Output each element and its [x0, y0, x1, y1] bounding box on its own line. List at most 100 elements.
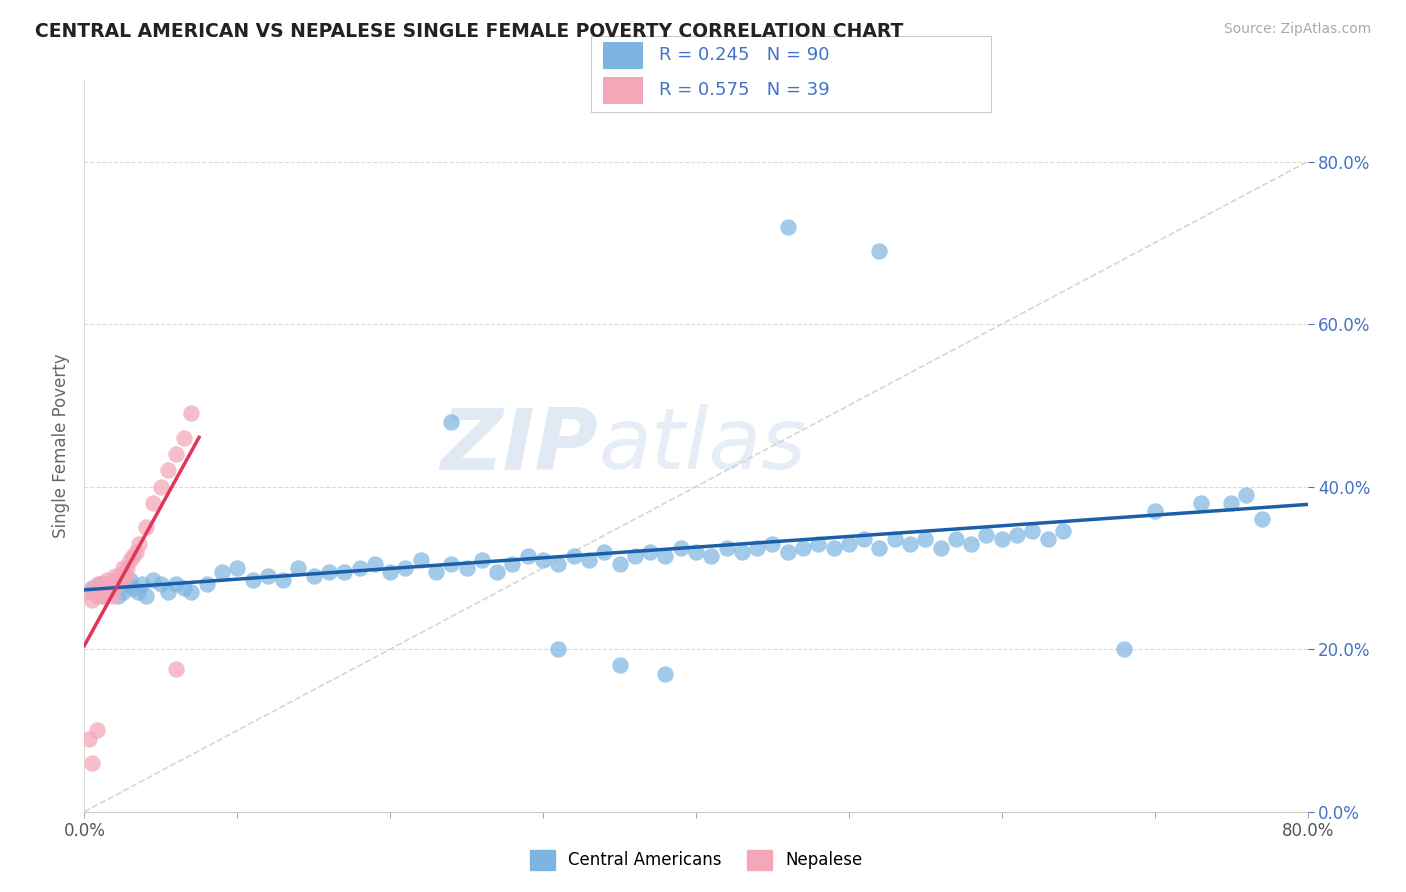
- Point: [380, 565, 402, 579]
- Point: [110, 573, 132, 587]
- Point: [318, 565, 340, 579]
- Point: [883, 533, 905, 547]
- Point: [127, 585, 149, 599]
- Point: [86, 723, 108, 738]
- Point: [1005, 528, 1028, 542]
- Point: [80, 581, 103, 595]
- Point: [226, 561, 249, 575]
- Point: [97, 581, 120, 595]
- Bar: [603, 77, 643, 104]
- Point: [624, 549, 647, 563]
- Point: [104, 569, 127, 583]
- Point: [89, 585, 111, 599]
- Point: [654, 666, 676, 681]
- Point: [302, 569, 325, 583]
- Point: [87, 577, 110, 591]
- Point: [976, 528, 998, 542]
- Point: [111, 561, 134, 575]
- Point: [91, 590, 114, 604]
- Point: [104, 577, 127, 591]
- Point: [486, 565, 509, 579]
- Point: [869, 541, 891, 555]
- Point: [173, 431, 195, 445]
- Point: [173, 581, 195, 595]
- Point: [731, 544, 754, 558]
- Point: [115, 561, 138, 575]
- Text: ZIP: ZIP: [440, 404, 598, 488]
- Point: [960, 536, 983, 550]
- Point: [1052, 524, 1074, 539]
- Point: [120, 573, 142, 587]
- Point: [425, 565, 447, 579]
- Point: [945, 533, 967, 547]
- Point: [107, 577, 129, 591]
- Point: [1114, 642, 1136, 657]
- Point: [929, 541, 952, 555]
- Point: [111, 585, 134, 599]
- Point: [157, 463, 180, 477]
- Point: [180, 585, 202, 599]
- Point: [838, 536, 860, 550]
- Point: [1036, 533, 1059, 547]
- Point: [142, 573, 165, 587]
- Point: [105, 573, 128, 587]
- Text: R = 0.575   N = 39: R = 0.575 N = 39: [658, 81, 830, 99]
- Point: [776, 544, 799, 558]
- Point: [120, 553, 142, 567]
- Point: [86, 590, 108, 604]
- Point: [287, 561, 309, 575]
- Point: [101, 581, 124, 595]
- Point: [90, 581, 112, 595]
- Point: [242, 573, 264, 587]
- Point: [77, 585, 100, 599]
- Point: [654, 549, 676, 563]
- Point: [440, 557, 463, 571]
- Point: [165, 577, 187, 591]
- Point: [1143, 504, 1166, 518]
- Point: [125, 544, 148, 558]
- Point: [195, 577, 218, 591]
- Point: [792, 541, 814, 555]
- Point: [747, 541, 769, 555]
- Point: [98, 585, 121, 599]
- Bar: [603, 42, 643, 69]
- Point: [257, 569, 280, 583]
- Point: [761, 536, 783, 550]
- Y-axis label: Single Female Poverty: Single Female Poverty: [52, 354, 70, 538]
- Point: [1250, 512, 1272, 526]
- Point: [96, 573, 118, 587]
- Point: [869, 244, 891, 258]
- Point: [547, 642, 569, 657]
- Point: [823, 541, 845, 555]
- Point: [609, 658, 631, 673]
- Point: [180, 407, 202, 421]
- Point: [898, 536, 921, 550]
- Point: [456, 561, 478, 575]
- Point: [108, 569, 131, 583]
- Point: [89, 577, 111, 591]
- Point: [394, 561, 416, 575]
- Point: [96, 585, 118, 599]
- Point: [991, 533, 1014, 547]
- Point: [80, 593, 103, 607]
- Point: [333, 565, 356, 579]
- Point: [122, 581, 145, 595]
- Point: [135, 590, 157, 604]
- Text: R = 0.245   N = 90: R = 0.245 N = 90: [658, 46, 830, 64]
- Point: [471, 553, 494, 567]
- Point: [716, 541, 738, 555]
- Point: [91, 590, 114, 604]
- Text: atlas: atlas: [598, 404, 806, 488]
- Point: [531, 553, 554, 567]
- Point: [115, 577, 138, 591]
- Point: [157, 585, 180, 599]
- Point: [77, 731, 100, 746]
- Point: [547, 557, 569, 571]
- Point: [80, 756, 103, 770]
- Point: [131, 577, 153, 591]
- Point: [94, 585, 117, 599]
- Point: [84, 581, 107, 595]
- Point: [149, 480, 172, 494]
- Point: [271, 573, 294, 587]
- Text: Source: ZipAtlas.com: Source: ZipAtlas.com: [1223, 22, 1371, 37]
